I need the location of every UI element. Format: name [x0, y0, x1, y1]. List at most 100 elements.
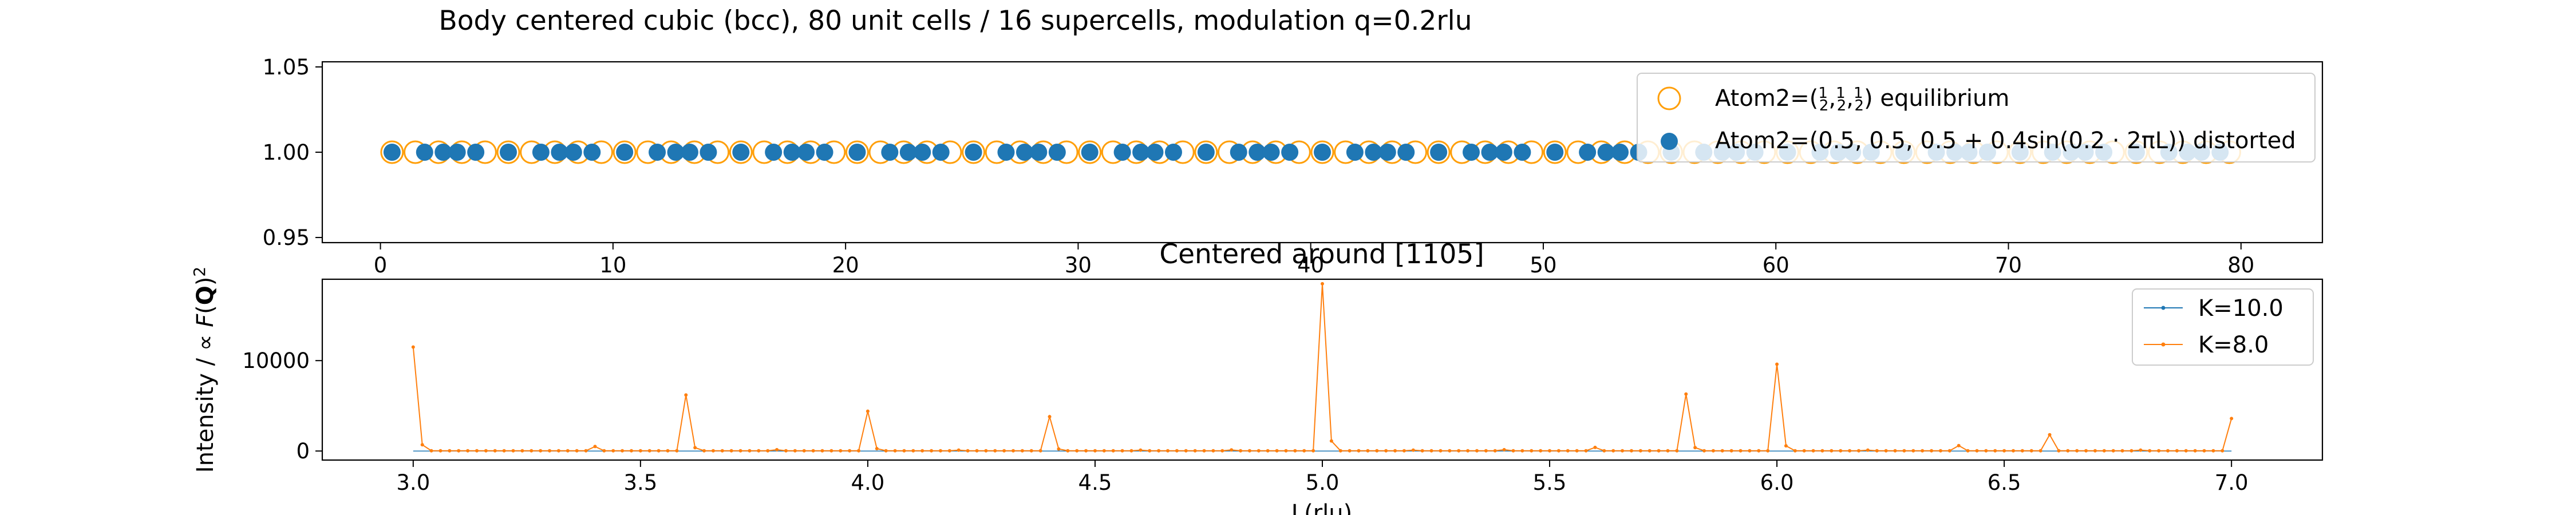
k8-point-197 — [2202, 449, 2206, 453]
equilibrium-point-15 — [729, 140, 753, 164]
k8-point-127 — [1566, 449, 1570, 453]
distorted-point-30 — [1081, 144, 1099, 161]
distorted-point-29 — [1048, 144, 1066, 161]
k8-point-88 — [1211, 449, 1215, 453]
distorted-point-38 — [1262, 144, 1280, 161]
k8-point-41 — [784, 449, 788, 453]
top-x-tick-label-5: 50 — [1530, 253, 1556, 278]
k8-point-171 — [1966, 449, 1970, 453]
distorted-point-26 — [997, 144, 1015, 161]
legend-marker-distorted — [1661, 133, 1678, 150]
k8-point-29 — [675, 449, 679, 453]
bottom-plot-area — [411, 282, 2234, 453]
k8-point-54 — [902, 449, 906, 453]
k8-point-95 — [1275, 449, 1279, 453]
k8-point-107 — [1384, 449, 1388, 453]
k8-point-26 — [647, 449, 651, 453]
k8-point-66 — [1012, 449, 1016, 453]
k8-point-134 — [1629, 449, 1633, 453]
k8-point-167 — [1930, 449, 1934, 453]
distorted-point-37 — [1249, 144, 1266, 161]
k8-point-50 — [866, 409, 870, 413]
distorted-point-3 — [448, 144, 466, 161]
k8-point-55 — [911, 449, 915, 453]
top-x-tick-label-4: 40 — [1297, 253, 1324, 278]
equilibrium-point-20 — [845, 140, 869, 164]
equilibrium-point-5 — [496, 140, 520, 164]
k8-point-77 — [1111, 449, 1115, 453]
bottom-y-tick-label-1: 10000 — [242, 348, 310, 373]
k8-point-49 — [857, 449, 861, 453]
k8-point-43 — [802, 449, 806, 453]
k8-point-128 — [1575, 449, 1579, 453]
distorted-point-16 — [765, 144, 783, 161]
k8-point-23 — [621, 449, 625, 453]
k8-point-110 — [1411, 448, 1415, 452]
k8-point-56 — [920, 449, 924, 453]
k8-point-137 — [1657, 449, 1661, 453]
k8-point-93 — [1257, 449, 1261, 453]
k8-point-62 — [975, 449, 979, 453]
k8-point-194 — [2175, 449, 2179, 453]
distorted-point-24 — [932, 144, 950, 161]
k8-point-182 — [2066, 449, 2070, 453]
k8-point-4 — [448, 449, 452, 453]
k8-point-136 — [1647, 449, 1652, 453]
k8-point-53 — [893, 449, 897, 453]
distorted-point-51 — [1579, 144, 1597, 161]
k8-point-117 — [1475, 449, 1479, 453]
k8-point-24 — [629, 449, 633, 453]
distorted-point-7 — [551, 144, 568, 161]
equilibrium-point-35 — [1194, 140, 1218, 164]
k8-point-161 — [1875, 449, 1879, 453]
distorted-point-10 — [616, 144, 634, 161]
y-label-exp: 2 — [190, 267, 209, 277]
k8-point-83 — [1166, 449, 1170, 453]
k8-point-181 — [2057, 449, 2061, 453]
distorted-point-8 — [564, 144, 582, 161]
top-x-tick-label-6: 60 — [1763, 253, 1789, 278]
k8-point-176 — [2012, 449, 2016, 453]
k8-point-145 — [1729, 449, 1733, 453]
k8-point-146 — [1739, 449, 1743, 453]
k8-point-37 — [748, 449, 752, 453]
k8-point-75 — [1093, 449, 1097, 453]
k8-point-74 — [1084, 449, 1088, 453]
legend-label-equilibrium: Atom2=(1 2,1 2,1 2) equilibrium — [1715, 85, 2009, 114]
y-label-q: Q — [192, 286, 219, 305]
k8-point-80 — [1139, 448, 1143, 452]
k8-point-60 — [957, 448, 961, 452]
equilibrium-point-50 — [1543, 140, 1567, 164]
k8-point-141 — [1693, 446, 1697, 450]
k8-point-64 — [993, 449, 997, 453]
k8-point-177 — [2020, 449, 2024, 453]
k8-point-70 — [1048, 415, 1052, 419]
k8-point-52 — [884, 449, 888, 453]
k8-point-11 — [511, 449, 515, 453]
k8-point-84 — [1175, 449, 1179, 453]
distorted-point-11 — [649, 144, 666, 161]
distorted-point-12 — [667, 144, 685, 161]
distorted-point-31 — [1113, 144, 1131, 161]
k8-point-111 — [1420, 449, 1424, 453]
top-chart-title: Body centered cubic (bcc), 80 unit cells… — [438, 5, 1472, 37]
k8-point-7 — [475, 449, 479, 453]
k8-point-157 — [1839, 449, 1843, 453]
k8-point-30 — [684, 393, 688, 397]
k8-point-3 — [438, 449, 442, 453]
distorted-point-44 — [1397, 144, 1415, 161]
k8-point-153 — [1802, 449, 1806, 453]
top-x-tick-label-1: 10 — [599, 253, 626, 278]
k8-point-61 — [966, 449, 970, 453]
distorted-point-9 — [583, 144, 601, 161]
k8-point-121 — [1511, 449, 1515, 453]
legend-label-equilibrium-tail: ) equilibrium — [1864, 85, 2009, 112]
legend-dot-k8 — [2161, 342, 2166, 347]
k8-point-150 — [1775, 362, 1779, 366]
k8-point-175 — [2002, 449, 2006, 453]
k8-point-46 — [829, 449, 833, 453]
k8-point-122 — [1520, 449, 1524, 453]
distorted-point-5 — [500, 144, 517, 161]
top-x-tick-label-3: 30 — [1065, 253, 1092, 278]
bottom-x-axis-label: L(rlu) — [1291, 500, 1352, 515]
